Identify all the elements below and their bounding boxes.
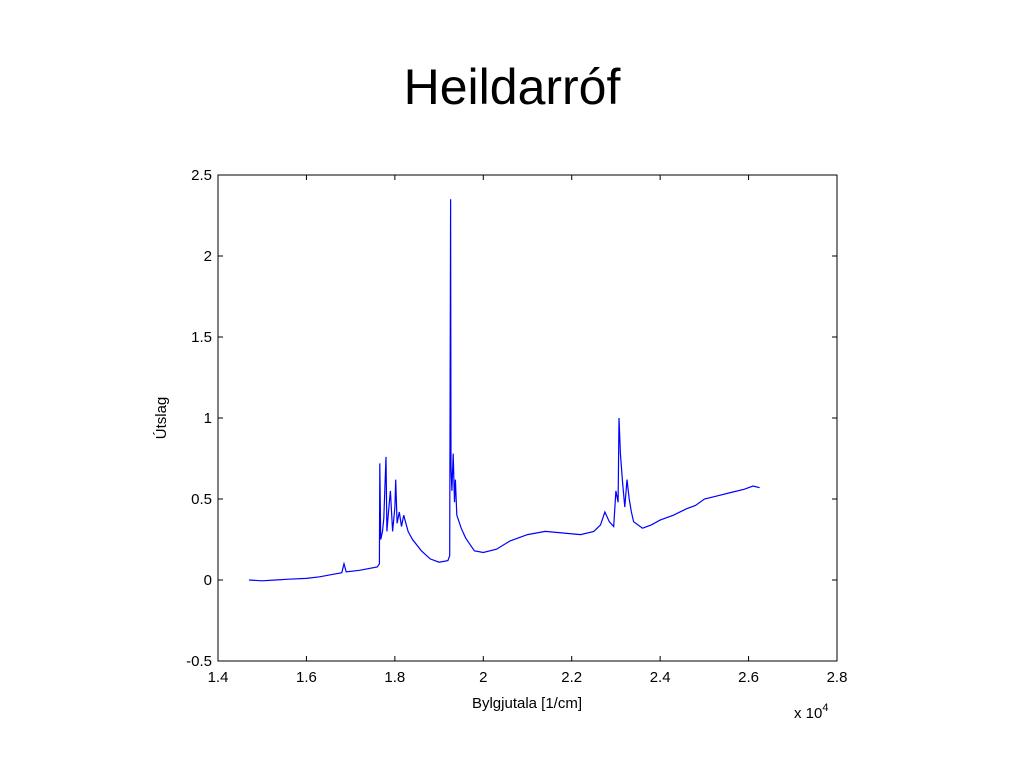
y-tick-label: 0 — [204, 572, 212, 589]
y-tick-label: 1 — [204, 410, 212, 427]
y-tick-label: 0.5 — [191, 491, 212, 508]
y-tick-label: 2 — [204, 248, 212, 265]
x-axis-multiplier-base: x 10 — [794, 705, 822, 722]
y-axis-label: Útslag — [153, 397, 170, 440]
x-axis-multiplier: x 104 — [794, 702, 828, 722]
y-tick-label: 1.5 — [191, 329, 212, 346]
y-tick-label: -0.5 — [186, 653, 212, 670]
x-tick-label: 2.6 — [738, 669, 759, 686]
x-tick-label: 2.8 — [827, 669, 848, 686]
plot-area — [217, 174, 838, 662]
x-tick-labels: 1.4 1.6 1.8 2 2.2 2.4 2.6 2.8 — [208, 669, 848, 686]
y-tick-labels: -0.5 0 0.5 1 1.5 2 2.5 — [186, 167, 212, 670]
series-line — [248, 199, 760, 582]
y-tick-label: 2.5 — [191, 167, 212, 184]
x-tick-label: 2.2 — [561, 669, 582, 686]
axis-ticks — [217, 174, 838, 662]
x-tick-label: 1.8 — [384, 669, 405, 686]
x-tick-label: 1.6 — [296, 669, 317, 686]
x-tick-label: 2 — [479, 669, 487, 686]
x-tick-label: 1.4 — [208, 669, 229, 686]
x-axis-label: Bylgjutala [1/cm] — [472, 695, 582, 712]
slide-title: Heildarróf — [403, 59, 621, 115]
x-tick-label: 2.4 — [650, 669, 671, 686]
x-axis-multiplier-exponent: 4 — [822, 702, 828, 714]
